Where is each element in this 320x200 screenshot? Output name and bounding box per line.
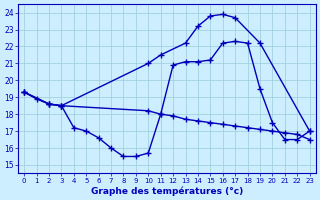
X-axis label: Graphe des températures (°c): Graphe des températures (°c) — [91, 186, 243, 196]
